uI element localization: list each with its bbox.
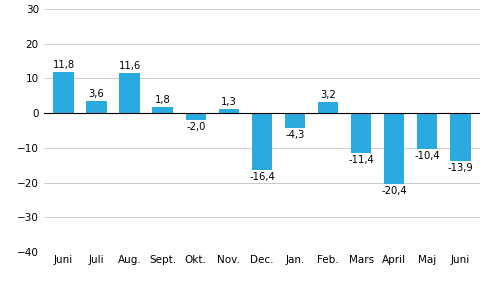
Bar: [449, 113, 469, 161]
Text: -16,4: -16,4: [248, 172, 274, 182]
Text: 1,3: 1,3: [221, 97, 236, 106]
Bar: [152, 107, 173, 113]
Bar: [86, 100, 106, 113]
Bar: [350, 113, 371, 153]
Bar: [416, 113, 437, 149]
Text: -13,9: -13,9: [447, 164, 472, 173]
Bar: [185, 113, 206, 120]
Bar: [53, 72, 74, 113]
Text: -4,3: -4,3: [285, 130, 304, 140]
Bar: [383, 113, 404, 184]
Bar: [251, 113, 272, 170]
Text: 3,2: 3,2: [319, 90, 335, 100]
Bar: [218, 109, 239, 113]
Text: -2,0: -2,0: [186, 122, 205, 132]
Bar: [119, 73, 139, 113]
Text: 1,8: 1,8: [154, 95, 170, 105]
Bar: [284, 113, 304, 128]
Text: 11,8: 11,8: [52, 60, 75, 70]
Text: 3,6: 3,6: [89, 88, 104, 99]
Text: -11,4: -11,4: [348, 155, 373, 165]
Text: 11,6: 11,6: [118, 61, 140, 71]
Text: -20,4: -20,4: [380, 186, 406, 196]
Text: -10,4: -10,4: [413, 151, 439, 161]
Bar: [317, 102, 337, 113]
